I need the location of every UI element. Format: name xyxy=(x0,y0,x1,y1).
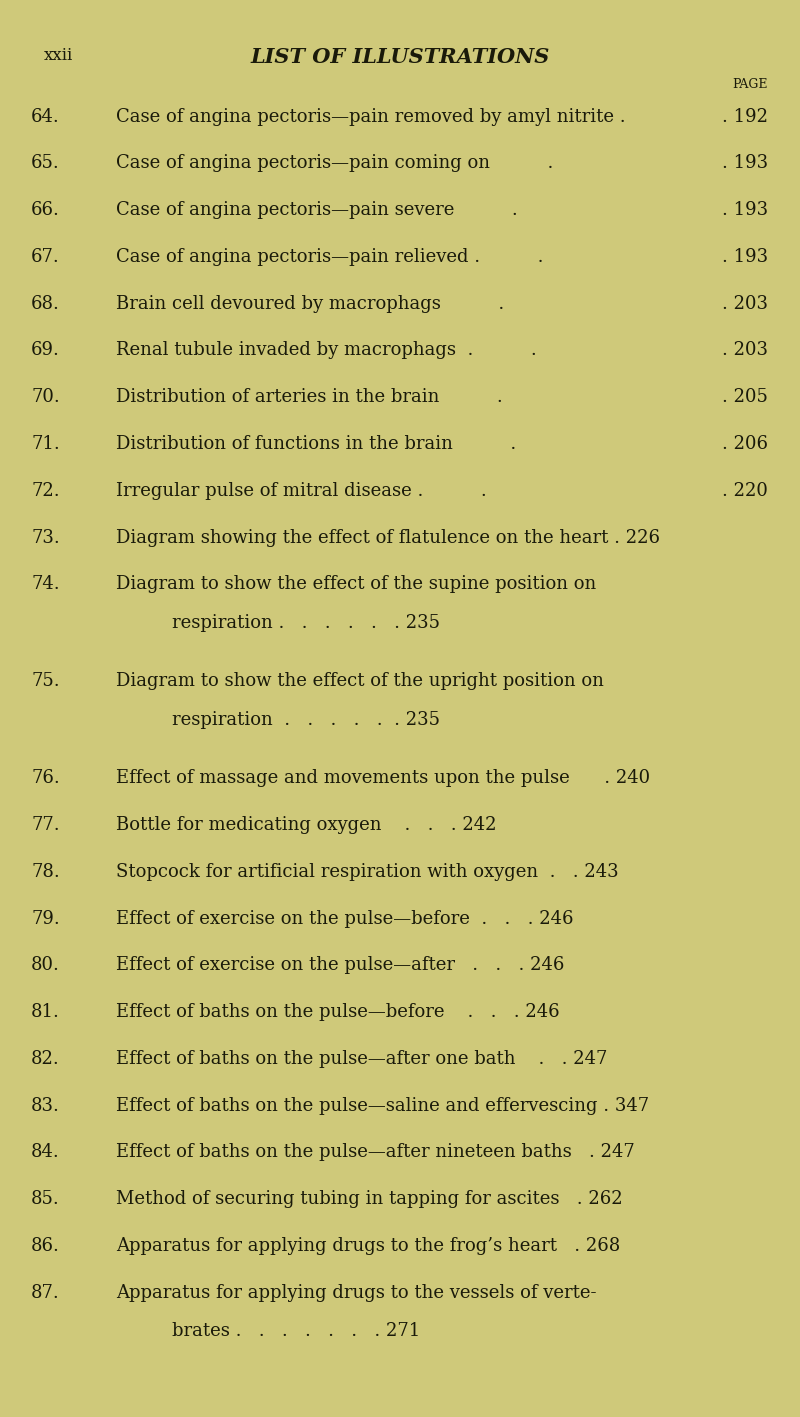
Text: Effect of exercise on the pulse—before  .   .   . 246: Effect of exercise on the pulse—before .… xyxy=(116,910,574,928)
Text: . 205: . 205 xyxy=(722,388,768,407)
Text: 79.: 79. xyxy=(31,910,60,928)
Text: Diagram to show the effect of the upright position on: Diagram to show the effect of the uprigh… xyxy=(116,672,604,690)
Text: Case of angina pectoris—pain coming on          .: Case of angina pectoris—pain coming on . xyxy=(116,154,554,173)
Text: . 206: . 206 xyxy=(722,435,768,453)
Text: Renal tubule invaded by macrophags  .          .: Renal tubule invaded by macrophags . . xyxy=(116,341,537,360)
Text: 65.: 65. xyxy=(31,154,60,173)
Text: 87.: 87. xyxy=(31,1284,60,1302)
Text: . 203: . 203 xyxy=(722,295,768,313)
Text: 68.: 68. xyxy=(31,295,60,313)
Text: 75.: 75. xyxy=(31,672,60,690)
Text: respiration .   .   .   .   .   . 235: respiration . . . . . . 235 xyxy=(172,614,440,632)
Text: Effect of baths on the pulse—saline and effervescing . 347: Effect of baths on the pulse—saline and … xyxy=(116,1097,649,1115)
Text: brates .   .   .   .   .   .   . 271: brates . . . . . . . 271 xyxy=(172,1322,420,1340)
Text: . 193: . 193 xyxy=(722,248,768,266)
Text: 70.: 70. xyxy=(31,388,60,407)
Text: Effect of massage and movements upon the pulse      . 240: Effect of massage and movements upon the… xyxy=(116,769,650,788)
Text: 85.: 85. xyxy=(31,1190,60,1209)
Text: . 193: . 193 xyxy=(722,201,768,220)
Text: 82.: 82. xyxy=(31,1050,60,1068)
Text: Bottle for medicating oxygen    .   .   . 242: Bottle for medicating oxygen . . . 242 xyxy=(116,816,497,835)
Text: 72.: 72. xyxy=(31,482,60,500)
Text: 77.: 77. xyxy=(31,816,60,835)
Text: Stopcock for artificial respiration with oxygen  .   . 243: Stopcock for artificial respiration with… xyxy=(116,863,618,881)
Text: 76.: 76. xyxy=(31,769,60,788)
Text: 69.: 69. xyxy=(31,341,60,360)
Text: Distribution of functions in the brain          .: Distribution of functions in the brain . xyxy=(116,435,516,453)
Text: Case of angina pectoris—pain severe          .: Case of angina pectoris—pain severe . xyxy=(116,201,518,220)
Text: 73.: 73. xyxy=(31,529,60,547)
Text: 81.: 81. xyxy=(31,1003,60,1022)
Text: Effect of baths on the pulse—after nineteen baths   . 247: Effect of baths on the pulse—after ninet… xyxy=(116,1144,634,1162)
Text: 71.: 71. xyxy=(31,435,60,453)
Text: Case of angina pectoris—pain removed by amyl nitrite .: Case of angina pectoris—pain removed by … xyxy=(116,108,626,126)
Text: Case of angina pectoris—pain relieved .          .: Case of angina pectoris—pain relieved . … xyxy=(116,248,543,266)
Text: 84.: 84. xyxy=(31,1144,60,1162)
Text: xxii: xxii xyxy=(44,47,74,64)
Text: Apparatus for applying drugs to the vessels of verte-: Apparatus for applying drugs to the vess… xyxy=(116,1284,597,1302)
Text: Irregular pulse of mitral disease .          .: Irregular pulse of mitral disease . . xyxy=(116,482,486,500)
Text: Brain cell devoured by macrophags          .: Brain cell devoured by macrophags . xyxy=(116,295,504,313)
Text: . 220: . 220 xyxy=(722,482,768,500)
Text: . 192: . 192 xyxy=(722,108,768,126)
Text: Apparatus for applying drugs to the frog’s heart   . 268: Apparatus for applying drugs to the frog… xyxy=(116,1237,620,1255)
Text: Distribution of arteries in the brain          .: Distribution of arteries in the brain . xyxy=(116,388,502,407)
Text: PAGE: PAGE xyxy=(733,78,768,91)
Text: 83.: 83. xyxy=(31,1097,60,1115)
Text: Diagram showing the effect of flatulence on the heart . 226: Diagram showing the effect of flatulence… xyxy=(116,529,660,547)
Text: respiration  .   .   .   .   .  . 235: respiration . . . . . . 235 xyxy=(172,711,440,728)
Text: Method of securing tubing in tapping for ascites   . 262: Method of securing tubing in tapping for… xyxy=(116,1190,622,1209)
Text: . 193: . 193 xyxy=(722,154,768,173)
Text: Effect of baths on the pulse—after one bath    .   . 247: Effect of baths on the pulse—after one b… xyxy=(116,1050,607,1068)
Text: 86.: 86. xyxy=(31,1237,60,1255)
Text: 66.: 66. xyxy=(31,201,60,220)
Text: . 203: . 203 xyxy=(722,341,768,360)
Text: 78.: 78. xyxy=(31,863,60,881)
Text: 80.: 80. xyxy=(31,956,60,975)
Text: Effect of baths on the pulse—before    .   .   . 246: Effect of baths on the pulse—before . . … xyxy=(116,1003,560,1022)
Text: LIST OF ILLUSTRATIONS: LIST OF ILLUSTRATIONS xyxy=(250,47,550,67)
Text: 64.: 64. xyxy=(31,108,60,126)
Text: 67.: 67. xyxy=(31,248,60,266)
Text: Effect of exercise on the pulse—after   .   .   . 246: Effect of exercise on the pulse—after . … xyxy=(116,956,564,975)
Text: Diagram to show the effect of the supine position on: Diagram to show the effect of the supine… xyxy=(116,575,596,594)
Text: 74.: 74. xyxy=(31,575,60,594)
